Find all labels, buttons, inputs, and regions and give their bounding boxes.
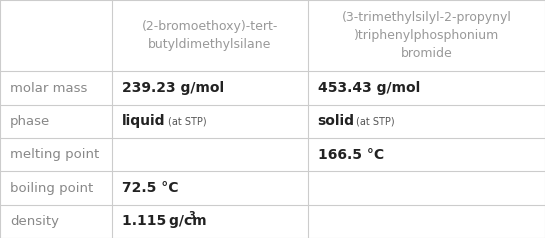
Text: 453.43 g/mol: 453.43 g/mol	[318, 81, 420, 95]
Text: liquid: liquid	[122, 114, 165, 128]
Text: (at STP): (at STP)	[356, 116, 395, 126]
Text: 1.115 g/cm: 1.115 g/cm	[122, 214, 206, 228]
Text: (2-bromoethoxy)-tert-
butyldimethylsilane: (2-bromoethoxy)-tert- butyldimethylsilan…	[142, 20, 278, 51]
Text: 239.23 g/mol: 239.23 g/mol	[122, 81, 223, 95]
Text: solid: solid	[318, 114, 355, 128]
Text: (3-trimethylsilyl-2-propynyl
)triphenylphosphonium
bromide: (3-trimethylsilyl-2-propynyl )triphenylp…	[342, 11, 511, 60]
Text: 3: 3	[188, 211, 195, 221]
Text: molar mass: molar mass	[10, 82, 87, 94]
Text: 166.5 °C: 166.5 °C	[318, 148, 384, 162]
Text: phase: phase	[10, 115, 50, 128]
Text: density: density	[10, 215, 59, 228]
Text: boiling point: boiling point	[10, 182, 93, 194]
Text: (at STP): (at STP)	[168, 116, 207, 126]
Text: 72.5 °C: 72.5 °C	[122, 181, 178, 195]
Text: melting point: melting point	[10, 148, 99, 161]
